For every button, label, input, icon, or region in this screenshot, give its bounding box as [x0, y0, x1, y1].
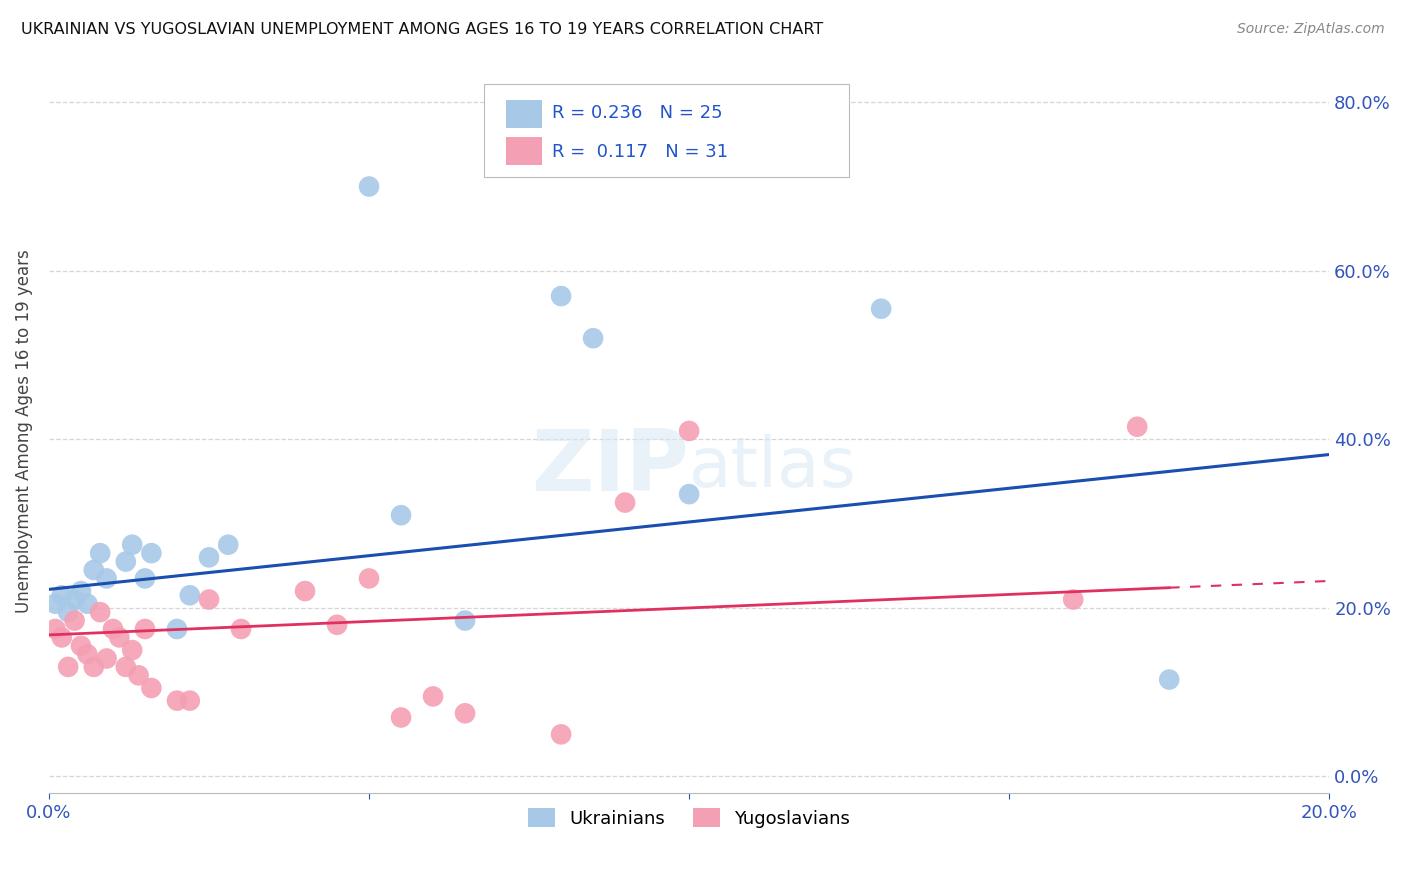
Point: [870, 301, 893, 316]
Point: [121, 538, 143, 552]
Point: [166, 622, 188, 636]
Text: R = 0.236   N = 25: R = 0.236 N = 25: [553, 104, 723, 122]
FancyBboxPatch shape: [484, 85, 849, 178]
Point: [389, 508, 412, 523]
Point: [198, 592, 221, 607]
Point: [229, 622, 252, 636]
Point: [678, 424, 700, 438]
Point: [128, 668, 150, 682]
Point: [582, 331, 605, 345]
Point: [56, 605, 79, 619]
Point: [121, 643, 143, 657]
Point: [108, 631, 131, 645]
Point: [678, 487, 700, 501]
Point: [44, 597, 66, 611]
Point: [141, 681, 163, 695]
Point: [114, 660, 136, 674]
Point: [63, 614, 86, 628]
Point: [141, 546, 163, 560]
Point: [326, 617, 349, 632]
Point: [101, 622, 124, 636]
Point: [550, 727, 572, 741]
Text: atlas: atlas: [689, 434, 858, 500]
Y-axis label: Unemployment Among Ages 16 to 19 years: Unemployment Among Ages 16 to 19 years: [15, 249, 32, 613]
Point: [51, 631, 73, 645]
Point: [198, 550, 221, 565]
Point: [357, 179, 380, 194]
Point: [96, 571, 118, 585]
Text: UKRAINIAN VS YUGOSLAVIAN UNEMPLOYMENT AMONG AGES 16 TO 19 YEARS CORRELATION CHAR: UKRAINIAN VS YUGOSLAVIAN UNEMPLOYMENT AM…: [21, 22, 824, 37]
Point: [389, 710, 412, 724]
Point: [454, 706, 477, 721]
Point: [76, 597, 98, 611]
Point: [166, 693, 188, 707]
Point: [96, 651, 118, 665]
Point: [89, 605, 111, 619]
Point: [76, 648, 98, 662]
Point: [70, 584, 93, 599]
Point: [179, 588, 201, 602]
Point: [217, 538, 239, 552]
Text: R =  0.117   N = 31: R = 0.117 N = 31: [553, 143, 728, 161]
Point: [134, 622, 156, 636]
Point: [134, 571, 156, 585]
FancyBboxPatch shape: [506, 101, 541, 128]
Text: Source: ZipAtlas.com: Source: ZipAtlas.com: [1237, 22, 1385, 37]
FancyBboxPatch shape: [506, 137, 541, 165]
Point: [614, 495, 637, 509]
Point: [294, 584, 316, 599]
Point: [83, 660, 105, 674]
Point: [454, 614, 477, 628]
Point: [89, 546, 111, 560]
Text: ZIP: ZIP: [531, 425, 689, 508]
Point: [357, 571, 380, 585]
Point: [422, 690, 444, 704]
Point: [63, 592, 86, 607]
Point: [83, 563, 105, 577]
Point: [550, 289, 572, 303]
Point: [44, 622, 66, 636]
Point: [70, 639, 93, 653]
Point: [56, 660, 79, 674]
Point: [1159, 673, 1181, 687]
Point: [1062, 592, 1084, 607]
Point: [1126, 419, 1149, 434]
Point: [179, 693, 201, 707]
Point: [51, 588, 73, 602]
Legend: Ukrainians, Yugoslavians: Ukrainians, Yugoslavians: [522, 801, 858, 835]
Point: [114, 555, 136, 569]
